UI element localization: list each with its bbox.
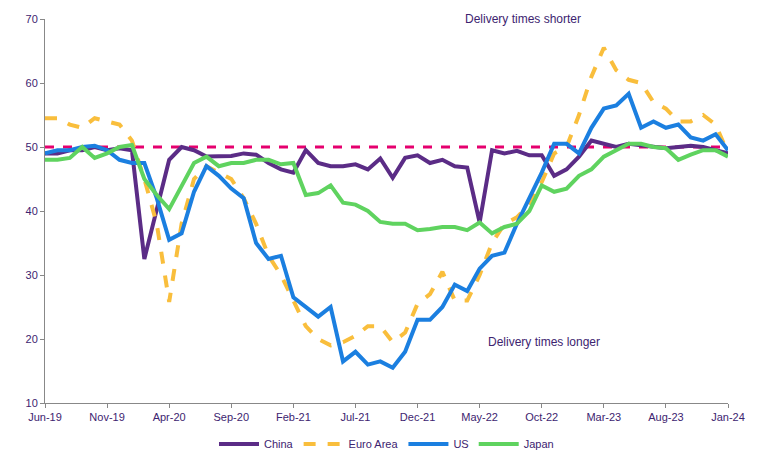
- svg-text:40: 40: [26, 205, 38, 217]
- svg-text:20: 20: [26, 333, 38, 345]
- svg-text:Feb-21: Feb-21: [276, 411, 311, 423]
- svg-text:May-22: May-22: [461, 411, 498, 423]
- svg-text:Jun-19: Jun-19: [28, 411, 62, 423]
- svg-text:Delivery times longer: Delivery times longer: [488, 335, 600, 349]
- svg-text:60: 60: [26, 77, 38, 89]
- svg-text:Japan: Japan: [524, 438, 554, 450]
- svg-text:China: China: [264, 438, 294, 450]
- svg-text:Aug-23: Aug-23: [648, 411, 683, 423]
- svg-text:Sep-20: Sep-20: [214, 411, 249, 423]
- svg-text:Mar-23: Mar-23: [586, 411, 621, 423]
- svg-text:Nov-19: Nov-19: [89, 411, 124, 423]
- svg-text:US: US: [453, 438, 468, 450]
- svg-text:30: 30: [26, 269, 38, 281]
- svg-text:Jan-24: Jan-24: [711, 411, 745, 423]
- svg-text:Jul-21: Jul-21: [340, 411, 370, 423]
- svg-text:Dec-21: Dec-21: [400, 411, 435, 423]
- svg-text:10: 10: [26, 397, 38, 409]
- svg-text:70: 70: [26, 13, 38, 25]
- svg-text:Apr-20: Apr-20: [153, 411, 186, 423]
- svg-text:Euro Area: Euro Area: [349, 438, 399, 450]
- svg-text:50: 50: [26, 141, 38, 153]
- svg-text:Delivery times shorter: Delivery times shorter: [465, 12, 581, 26]
- svg-text:Oct-22: Oct-22: [525, 411, 558, 423]
